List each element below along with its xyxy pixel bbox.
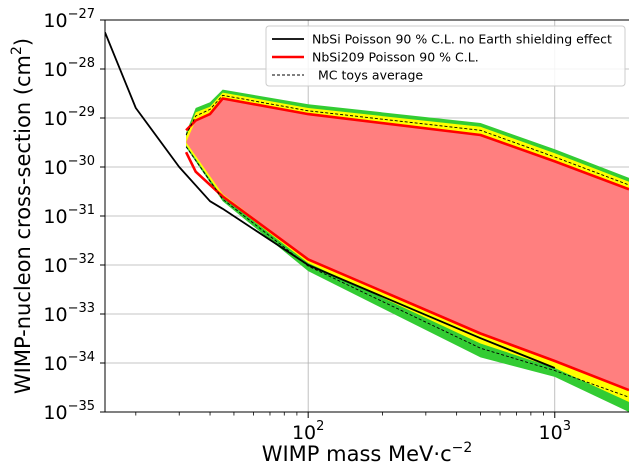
y-tick-label: 10−34 [43,350,95,375]
y-tick-label: 10−30 [43,154,95,179]
limit-curves [105,31,629,398]
y-tick-label: 10−28 [43,56,95,81]
excluded-region-red [186,98,629,391]
y-tick-label: 10−32 [43,252,95,277]
legend-box [265,25,626,87]
legend-label: NbSi Poisson 90 % C.L. no Earth shieldin… [312,32,612,47]
x-axis-title: WIMP mass MeV·c−2 [262,440,473,466]
legend-label: NbSi209 Poisson 90 % C.L. [312,50,479,65]
legend-label: MC toys average [318,68,423,83]
y-tick-label: 10−35 [43,399,95,424]
x-tick-label: 103 [539,419,571,444]
curve-nbsi209-limit [185,97,629,191]
y-axis-title: WIMP-nucleon cross-section (cm2) [9,38,35,394]
curve-nbsi209-limit [184,151,629,392]
x-tick-label: 102 [292,419,324,444]
legend: NbSi Poisson 90 % C.L. no Earth shieldin… [265,25,626,87]
y-tick-label: 10−33 [43,301,95,326]
axis-ticks: 10−27 10−28 10−29 10−30 10−31 10−32 10−33 10−34… [43,7,571,444]
confidence-bands [186,89,629,412]
y-tick-label: 10−31 [43,203,95,228]
curve-mc-toys-average [185,146,629,398]
curve-mc-toys-average [185,94,629,186]
y-tick-label: 10−27 [43,7,95,32]
curve-no-earth-shielding [105,31,556,369]
y-tick-label: 10−29 [43,105,95,130]
